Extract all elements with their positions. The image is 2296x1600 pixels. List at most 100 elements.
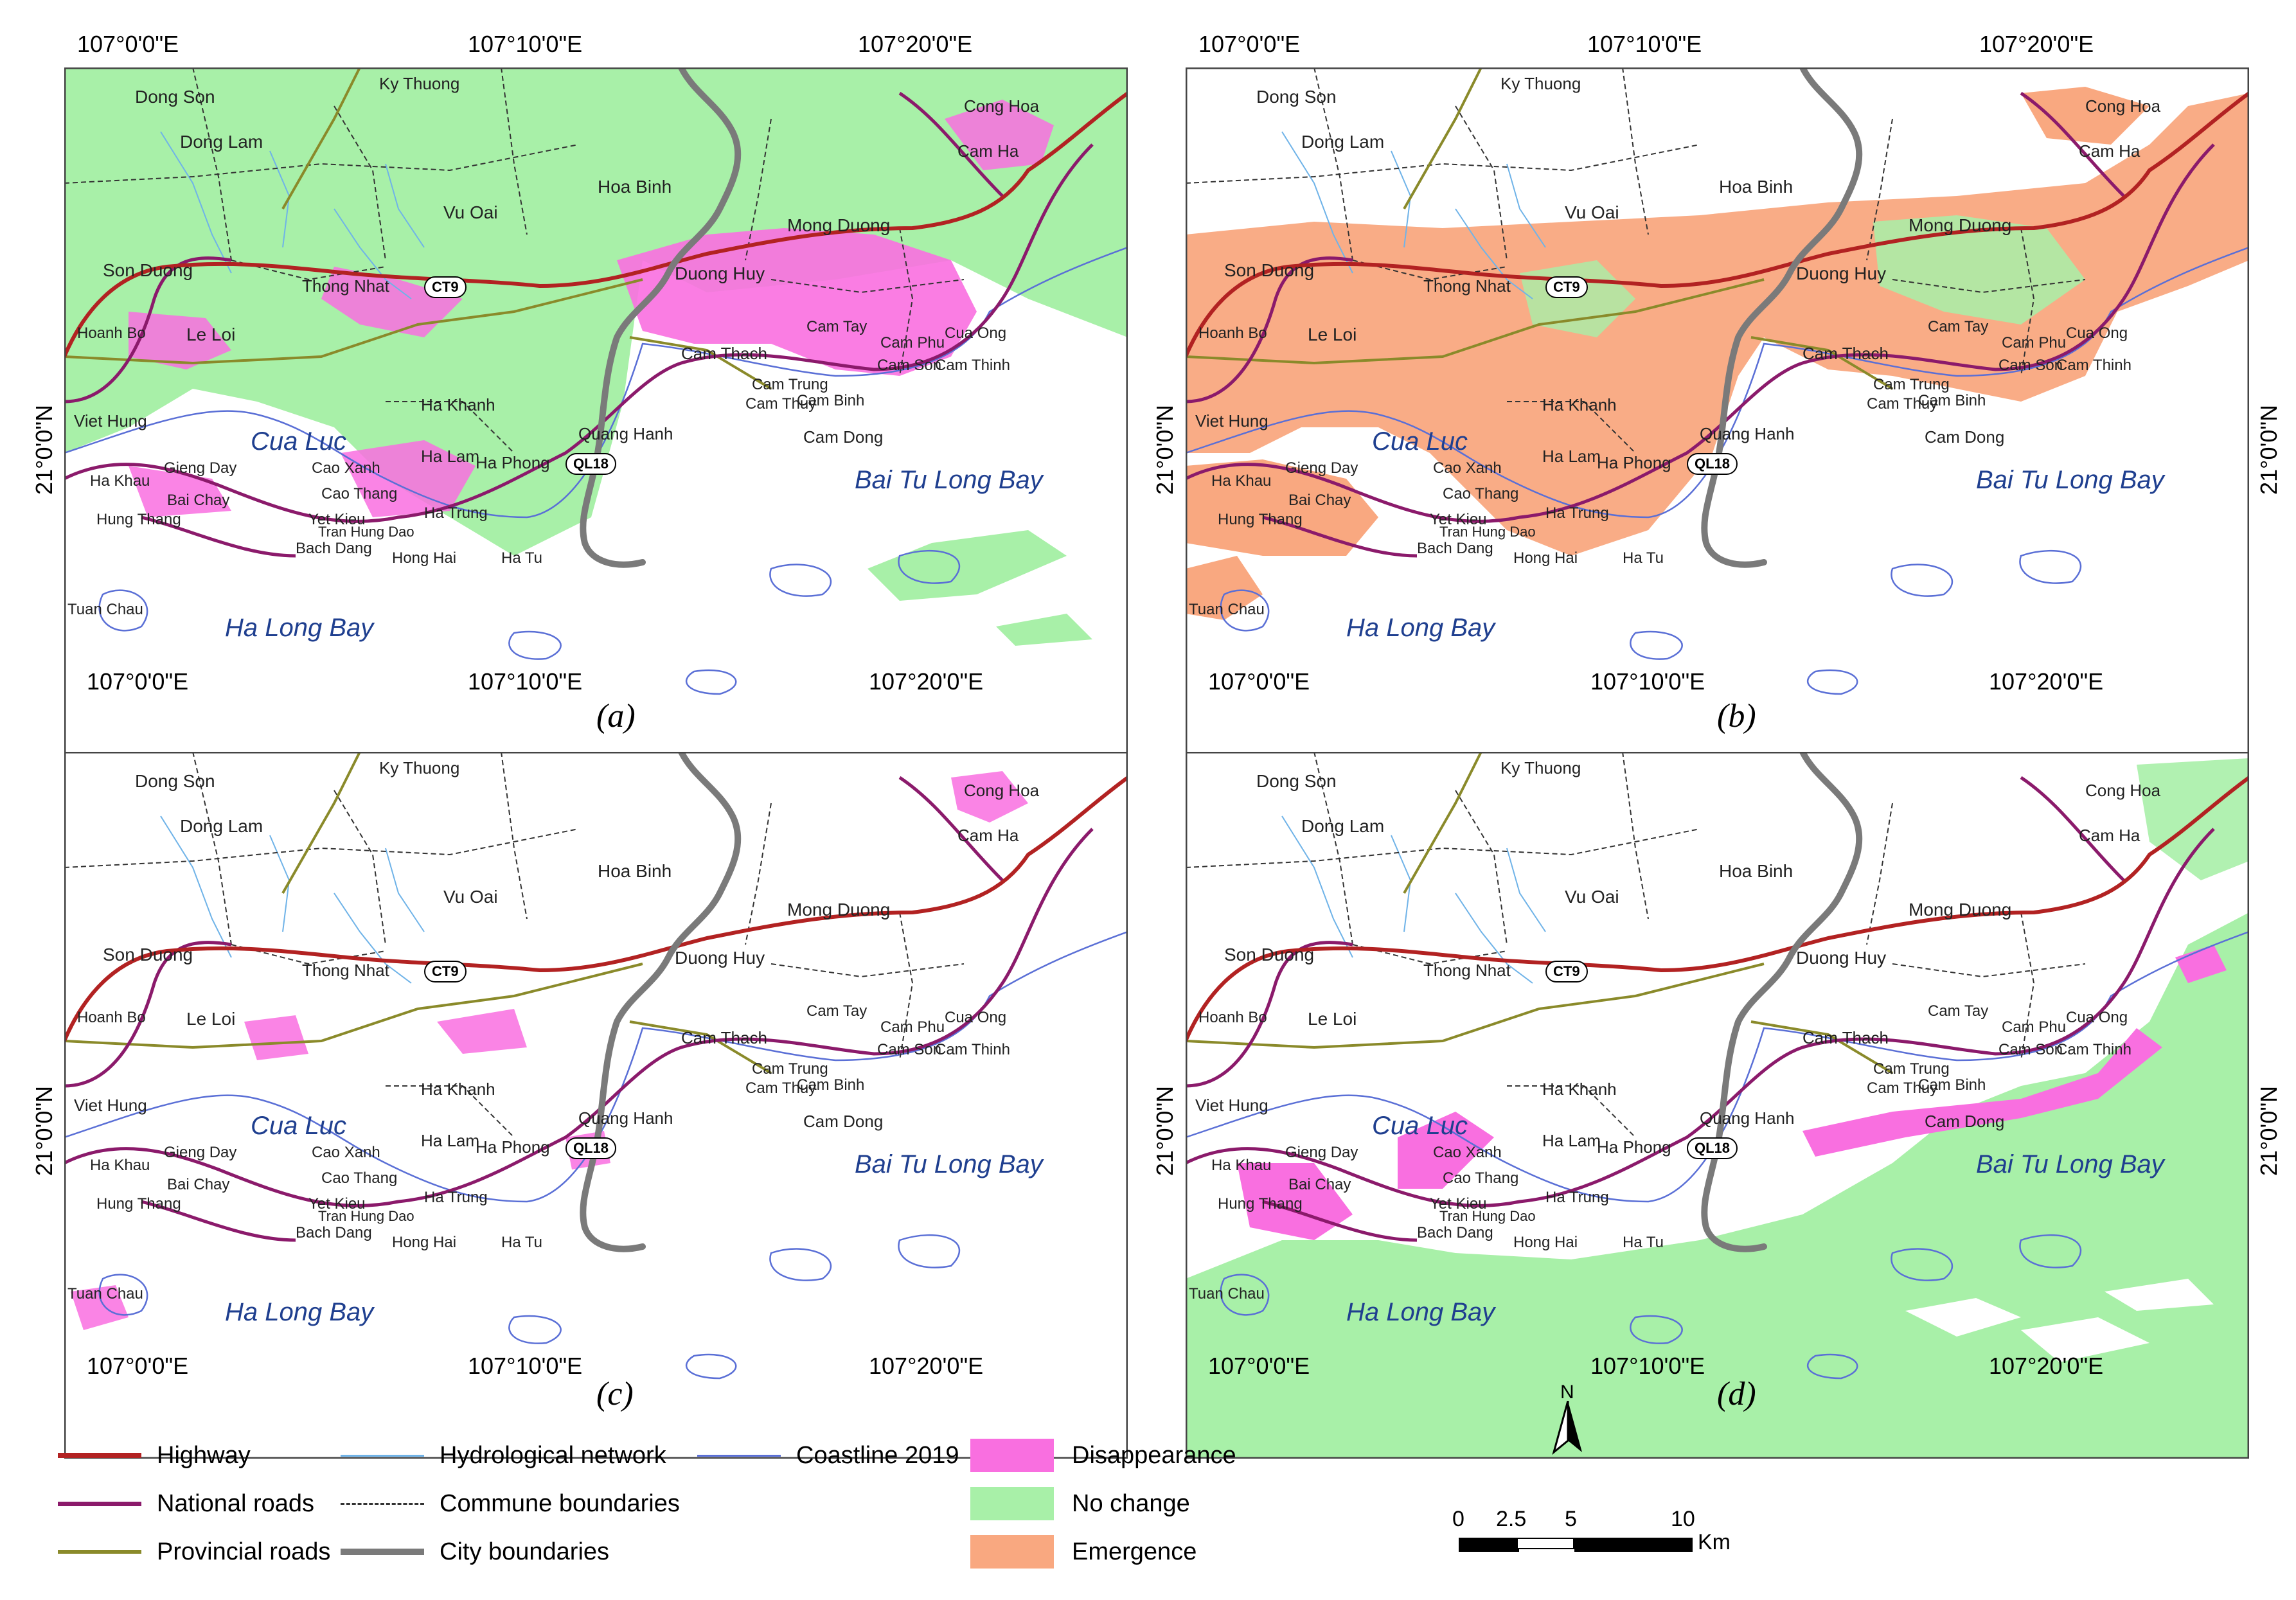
- place-label-quang-hanh: Quang Hanh: [1700, 1108, 1795, 1128]
- place-label-cam-son: Cam Son: [877, 1041, 942, 1058]
- place-label-vu-oai: Vu Oai: [443, 887, 498, 907]
- map-canvas-b: [1186, 67, 2249, 774]
- map-frame-a: [64, 67, 1128, 774]
- place-label-cam-thuy: Cam Thuy: [1867, 395, 1938, 413]
- place-label-ha-phong: Ha Phong: [1597, 453, 1671, 472]
- road-shield-ql18: QL18: [565, 453, 617, 475]
- place-label-le-loi: Le Loi: [1308, 1009, 1357, 1029]
- place-label-ky-thuong: Ky Thuong: [1500, 758, 1581, 778]
- legend-disappearance-swatch: [970, 1439, 1054, 1472]
- provincial-roads: [1186, 752, 1894, 1074]
- place-label-cam-tay: Cam Tay: [806, 1002, 868, 1020]
- provincial-roads: [64, 67, 772, 390]
- place-label-cam-binh: Cam Binh: [797, 392, 865, 409]
- disappearance-area: [341, 440, 476, 517]
- place-label-vu-oai: Vu Oai: [443, 202, 498, 222]
- lat-tick-c: 21°0'0"N: [31, 1085, 57, 1176]
- lon-tick-d-bot-2: 107°10'0"E: [1590, 1353, 1705, 1379]
- place-label-dong-lam: Dong Lam: [180, 132, 263, 152]
- place-label-cam-trung: Cam Trung: [1873, 1060, 1950, 1078]
- place-label-hong-hai: Hong Hai: [1513, 1234, 1578, 1251]
- place-label-hung-thang: Hung Thang: [1218, 1195, 1303, 1213]
- place-label-cao-xanh: Cao Xanh: [312, 1144, 380, 1161]
- place-label-cam-trung: Cam Trung: [752, 1060, 828, 1078]
- place-label-hoa-binh: Hoa Binh: [598, 177, 672, 197]
- place-label-dong-son: Dong Son: [135, 771, 215, 791]
- place-label-yet-kieu: Yet Kieu: [1430, 1195, 1487, 1213]
- lon-tick-b-bot-3: 107°20'0"E: [1989, 668, 2104, 695]
- water-label-bai-tu-long-bay: Bai Tu Long Bay: [855, 1150, 1043, 1178]
- legend-city-label: City boundaries: [440, 1538, 610, 1565]
- lon-tick-a-top-1: 107°0'0"E: [77, 31, 179, 57]
- disappearance-area: [1398, 1112, 1494, 1189]
- north-arrow-icon: [1552, 1401, 1582, 1455]
- place-label-quang-hanh: Quang Hanh: [578, 1108, 673, 1128]
- disappearance-area: [129, 466, 231, 517]
- place-label-cam-thach: Cam Thach: [681, 344, 767, 363]
- place-label-hoanh-bo: Hoanh Bo: [77, 324, 146, 342]
- place-label-hoa-binh: Hoa Binh: [1719, 861, 1793, 881]
- scale-tick-0: 0: [1452, 1507, 1464, 1531]
- lat-tick-b-left: 21°0'0"N: [1152, 404, 1178, 495]
- place-label-ha-khau: Ha Khau: [1211, 472, 1272, 490]
- no-change-area: [1873, 215, 2085, 324]
- water-label-bai-tu-long-bay: Bai Tu Long Bay: [855, 466, 1043, 494]
- place-label-dong-lam: Dong Lam: [1301, 132, 1385, 152]
- place-label-cam-phu: Cam Phu: [2002, 1018, 2067, 1036]
- provincial-roads: [1186, 67, 1894, 390]
- legend-national-label: National roads: [157, 1489, 315, 1517]
- place-label-hung-thang: Hung Thang: [96, 511, 181, 528]
- lat-tick-d-left: 21°0'0"N: [1152, 1085, 1178, 1176]
- city-boundaries: [580, 67, 742, 568]
- place-label-cam-tay: Cam Tay: [1928, 1002, 1989, 1020]
- place-label-hung-thang: Hung Thang: [96, 1195, 181, 1213]
- legend-national-symbol: [58, 1501, 141, 1506]
- place-label-cam-son: Cam Son: [877, 357, 942, 374]
- place-label-bai-chay: Bai Chay: [167, 1176, 230, 1193]
- road-shield-ct9: CT9: [424, 276, 467, 298]
- panel-label-d: (d): [1717, 1376, 1756, 1412]
- disappearance-area: [437, 1009, 527, 1054]
- legend-commune-symbol: [341, 1502, 424, 1505]
- disappearance-area: [244, 1015, 308, 1060]
- lon-tick-b-top-2: 107°10'0"E: [1587, 31, 1702, 57]
- place-label-ha-khau: Ha Khau: [90, 472, 150, 490]
- legend-no-change-label: No change: [1072, 1489, 1190, 1517]
- place-label-thong-nhat: Thong Nhat: [302, 961, 389, 980]
- legend-highway-label: Highway: [157, 1441, 251, 1469]
- place-label-bai-chay: Bai Chay: [1288, 492, 1351, 509]
- lat-tick-d-right: 21°0'0"N: [2256, 1085, 2282, 1176]
- lat-tick-b-right: 21°0'0"N: [2256, 404, 2282, 495]
- place-label-hoanh-bo: Hoanh Bo: [77, 1009, 146, 1026]
- place-label-gieng-day: Gieng Day: [164, 1144, 237, 1161]
- legend-no-change: No change: [970, 1487, 1190, 1520]
- place-label-ha-lam: Ha Lam: [1542, 447, 1601, 466]
- place-label-thong-nhat: Thong Nhat: [1423, 276, 1511, 296]
- place-label-ha-tu: Ha Tu: [501, 1234, 543, 1251]
- place-label-duong-huy: Duong Huy: [675, 948, 765, 968]
- lon-tick-d-bot-3: 107°20'0"E: [1989, 1353, 2104, 1379]
- lon-tick-c-bot-3: 107°20'0"E: [869, 1353, 984, 1379]
- provincial-roads: [64, 752, 772, 1074]
- place-label-hoanh-bo: Hoanh Bo: [1198, 324, 1267, 342]
- north-label: N: [1560, 1382, 1574, 1403]
- map-canvas-a: [64, 67, 1128, 774]
- place-label-ha-khanh: Ha Khanh: [421, 395, 495, 414]
- place-label-gieng-day: Gieng Day: [1285, 1144, 1358, 1161]
- water-label-cua-luc: Cua Luc: [1372, 1112, 1468, 1140]
- legend-hydro: Hydrological network: [341, 1439, 666, 1471]
- place-label-duong-huy: Duong Huy: [1796, 948, 1887, 968]
- place-label-vu-oai: Vu Oai: [1565, 202, 1619, 222]
- place-label-cam-thinh: Cam Thinh: [935, 1041, 1010, 1058]
- place-label-ha-trung: Ha Trung: [424, 504, 488, 522]
- place-label-ha-trung: Ha Trung: [1545, 1189, 1609, 1206]
- place-label-cam-ha: Cam Ha: [2079, 141, 2140, 161]
- legend-provincial-roads: Provincial roads: [58, 1536, 330, 1568]
- place-label-cam-son: Cam Son: [1998, 1041, 2063, 1058]
- place-label-cam-thach: Cam Thach: [681, 1028, 767, 1047]
- place-label-quang-hanh: Quang Hanh: [1700, 424, 1795, 443]
- water-label-cua-luc: Cua Luc: [251, 1112, 346, 1140]
- scale-unit: Km: [1698, 1530, 1731, 1554]
- highway: [64, 776, 1128, 1042]
- emergence-area: [1186, 556, 1263, 620]
